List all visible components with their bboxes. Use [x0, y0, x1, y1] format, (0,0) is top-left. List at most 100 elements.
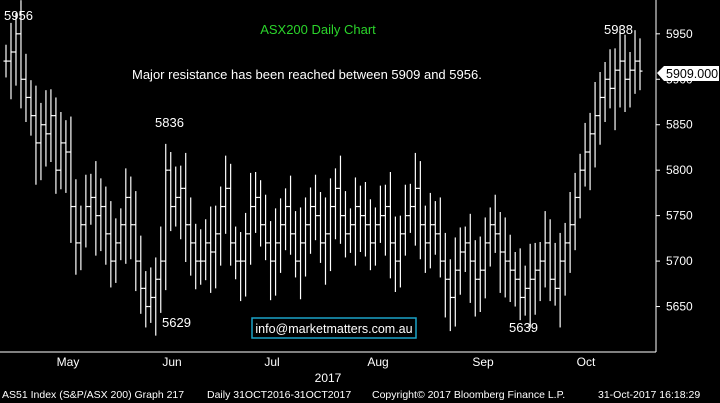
ohlc-bar	[203, 219, 209, 281]
ohlc-bar	[198, 229, 204, 285]
ohlc-bar	[218, 186, 224, 266]
footer-copyright: Copyright© 2017 Bloomberg Finance L.P.	[372, 389, 565, 401]
ohlc-bar	[108, 201, 114, 288]
watermark-box[interactable]: info@marketmatters.com.au	[251, 317, 417, 339]
ohlc-bar	[253, 172, 259, 233]
y-tick-label: 5950	[666, 27, 693, 41]
ohlc-bar	[587, 112, 593, 191]
ohlc-bar	[193, 223, 199, 290]
ohlc-bar	[542, 211, 548, 288]
ohlc-bar	[138, 235, 144, 314]
point-label-oct-high: 5938	[604, 22, 633, 37]
ohlc-bar	[372, 207, 378, 266]
ohlc-bar	[447, 259, 453, 332]
ohlc-bar	[13, 12, 19, 86]
ohlc-bar	[53, 97, 59, 194]
ohlc-bar	[342, 191, 348, 258]
ohlc-bar	[497, 212, 503, 293]
x-month-label: Aug	[367, 355, 388, 369]
ohlc-bar	[392, 216, 398, 292]
watermark-text: info@marketmatters.com.au	[255, 322, 412, 336]
ohlc-bar	[43, 90, 49, 167]
ohlc-bar	[617, 26, 623, 108]
x-month-label: Jun	[162, 355, 181, 369]
y-tick-label: 5750	[666, 209, 693, 223]
ohlc-bar	[28, 80, 34, 136]
ohlc-bar	[492, 194, 498, 253]
footer-period: Daily 31OCT2016-31OCT2017	[207, 389, 351, 401]
ohlc-bar	[357, 185, 363, 252]
ohlc-bar	[183, 152, 189, 262]
resistance-annotation: Major resistance has been reached betwee…	[132, 67, 482, 82]
ohlc-bar	[322, 197, 328, 285]
ohlc-bar	[98, 178, 104, 252]
ohlc-bar	[487, 207, 493, 267]
x-axis: May Jun Jul Aug Sep Oct 2017	[0, 351, 656, 385]
ohlc-bar	[367, 199, 373, 271]
footer-timestamp: 31-Oct-2017 16:18:29	[598, 389, 700, 401]
ohlc-bar	[283, 188, 289, 251]
ohlc-bar	[377, 185, 383, 243]
ohlc-bar	[517, 248, 523, 321]
ohlc-bar	[163, 143, 169, 291]
ohlc-bar	[58, 112, 64, 190]
ohlc-bar	[308, 187, 314, 254]
ohlc-bar	[417, 161, 423, 260]
ohlc-bar	[23, 53, 29, 122]
ohlc-bar	[118, 208, 124, 261]
ohlc-bar	[592, 82, 598, 168]
ohlc-bar	[38, 102, 44, 181]
ohlc-bar	[387, 172, 393, 279]
ohlc-bar	[437, 197, 443, 278]
ohlc-bar	[83, 174, 89, 248]
ohlc-bar	[627, 52, 633, 108]
ohlc-bar	[68, 116, 74, 243]
ohlc-bar	[572, 172, 578, 251]
ohlc-bar	[93, 161, 99, 256]
ohlc-bar	[622, 34, 628, 112]
ohlc-bar	[457, 227, 463, 295]
ohlc-bar	[178, 165, 184, 240]
ohlc-bar	[258, 180, 264, 247]
ohlc-bar	[552, 242, 558, 306]
ohlc-bar	[352, 177, 358, 266]
ohlc-bar	[168, 152, 174, 232]
ohlc-bar	[637, 38, 643, 91]
y-tick-label: 5800	[666, 163, 693, 177]
ohlc-bar	[173, 166, 179, 227]
y-tick-label: 5650	[666, 300, 693, 314]
point-label-high: 5956	[4, 8, 33, 23]
ohlc-bar	[567, 192, 573, 273]
x-year-label: 2017	[315, 371, 342, 385]
ohlc-bar	[462, 226, 468, 272]
ohlc-bar	[512, 252, 518, 307]
ohlc-bar	[562, 222, 568, 296]
ohlc-bar	[397, 215, 403, 288]
ohlc-bar	[362, 182, 368, 257]
ohlc-bar	[507, 234, 513, 302]
ohlc-bar	[337, 155, 343, 244]
ohlc-bar	[472, 240, 478, 317]
ohlc-bar	[602, 62, 608, 122]
ohlc-bar	[452, 237, 458, 327]
ohlc-bar	[213, 205, 219, 289]
ohlc-bar	[268, 221, 274, 301]
ohlc-bar	[298, 207, 304, 300]
ohlc-bar	[133, 191, 139, 292]
ohlc-bar	[527, 243, 533, 329]
ohlc-bar	[522, 265, 528, 316]
ohlc-bar	[532, 242, 538, 315]
ohlc-bar	[557, 232, 563, 328]
ohlc-bar	[547, 219, 553, 302]
y-tick-label: 5850	[666, 118, 693, 132]
ohlc-bar	[632, 30, 638, 94]
ohlc-bar	[313, 174, 319, 241]
ohlc-bar	[502, 217, 508, 298]
ohlc-bar	[158, 226, 164, 313]
last-price-label: 5909.000	[666, 67, 718, 81]
ohlc-bar	[303, 197, 309, 277]
ohlc-bar	[278, 198, 284, 273]
ohlc-bar	[128, 176, 134, 260]
ohlc-bar	[153, 257, 159, 336]
